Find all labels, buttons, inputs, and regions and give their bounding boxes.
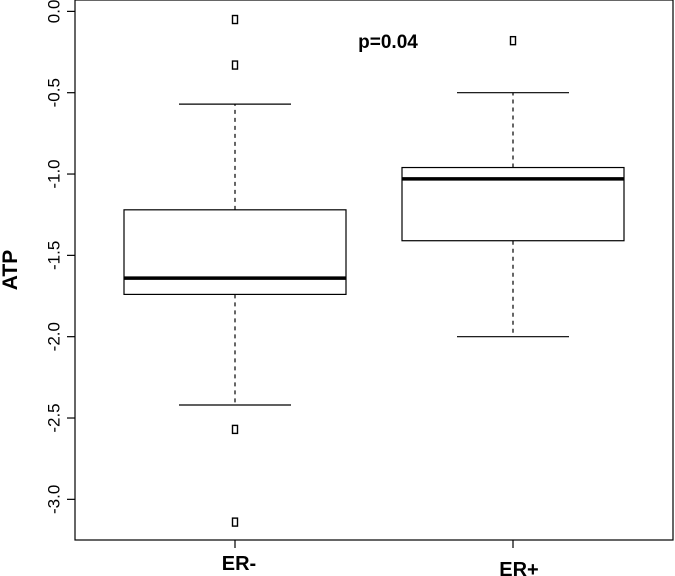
y-tick-label: -1.5 — [44, 241, 63, 270]
outlier-point — [231, 424, 239, 435]
outlier-point — [231, 14, 239, 25]
x-tick-label: ER- — [222, 553, 256, 575]
y-axis-title: ATP — [0, 250, 22, 290]
y-tick-label: -2.0 — [44, 322, 63, 351]
box-er-plus — [401, 35, 625, 338]
y-axis: 0.0 -0.5 -1.0 -1.5 -2.0 -2.5 -3.0 — [44, 0, 75, 514]
iqr-box — [123, 209, 347, 295]
outlier-point — [509, 35, 517, 46]
y-tick-label: -1.0 — [44, 159, 63, 188]
box-er-minus — [123, 14, 347, 527]
x-tick-label: ER+ — [499, 559, 538, 576]
boxes — [123, 14, 625, 527]
plot-frame — [74, 0, 674, 541]
outlier-point — [231, 60, 239, 70]
outlier-point — [231, 517, 239, 527]
x-axis-labels: ER- ER+ — [222, 540, 539, 576]
y-tick-label: -0.5 — [44, 78, 63, 107]
y-tick-label: -2.5 — [44, 403, 63, 432]
y-tick-label: -3.0 — [44, 485, 63, 514]
y-tick-label: 0.0 — [44, 0, 63, 23]
p-value-annotation: p=0.04 — [358, 32, 418, 53]
